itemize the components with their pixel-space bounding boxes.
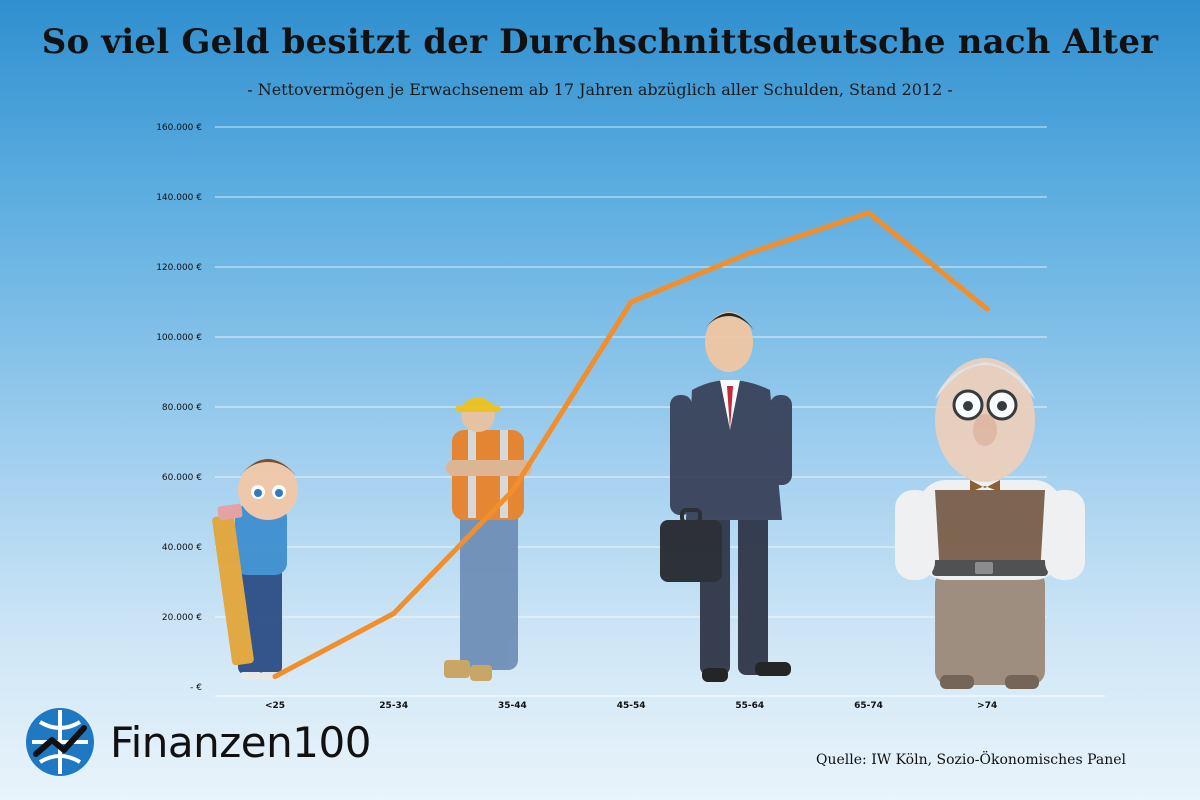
data-point [272,674,278,679]
data-point [866,210,871,216]
series-line-nettovermoegen [272,210,990,679]
y-axis-tick-labels: - € 20.000 € 40.000 € 60.000 € 80.000 € 100.0… [156,123,202,693]
brand-name: Finanzen100 [110,717,371,767]
worker-illustration [444,397,532,681]
x-tick-label: 65-74 [854,701,883,711]
x-tick-label: 55-64 [735,701,764,711]
child-illustration [212,459,298,680]
x-tick-label: >74 [977,701,997,711]
x-tick-label: <25 [265,701,285,711]
y-tick-label: 120.000 € [156,263,202,273]
grid-lines [215,126,1047,618]
brand-logo: Finanzen100 [22,700,371,784]
chart-title: So viel Geld besitzt der Durchschnittsde… [41,22,1159,62]
y-tick-label: 100.000 € [156,333,202,343]
y-tick-label: 140.000 € [156,193,202,203]
x-tick-label: 45-54 [617,701,646,711]
data-point [747,250,753,256]
y-tick-label: 80.000 € [162,403,202,413]
x-axis-tick-labels: <25 25-34 35-44 45-54 55-64 65-74 >74 [265,701,997,711]
y-tick-label: 60.000 € [162,473,202,483]
data-point [391,611,397,616]
x-tick-label: 25-34 [379,701,408,711]
illustrations [212,312,1085,689]
data-points [272,210,990,679]
y-tick-label: - € [190,683,202,693]
chart-subtitle: - Nettovermögen je Erwachsenem ab 17 Jah… [247,80,953,99]
senior-illustration [895,358,1085,689]
y-tick-label: 160.000 € [156,123,202,133]
globe-chart-icon [26,708,94,776]
businessman-illustration [660,312,792,682]
data-point [509,488,515,494]
data-point [628,299,634,305]
x-tick-label: 35-44 [498,701,527,711]
data-point [984,306,990,312]
source-note: Quelle: IW Köln, Sozio-Ökonomisches Pane… [816,752,1126,768]
y-tick-label: 20.000 € [162,613,202,623]
y-tick-label: 40.000 € [162,543,202,553]
